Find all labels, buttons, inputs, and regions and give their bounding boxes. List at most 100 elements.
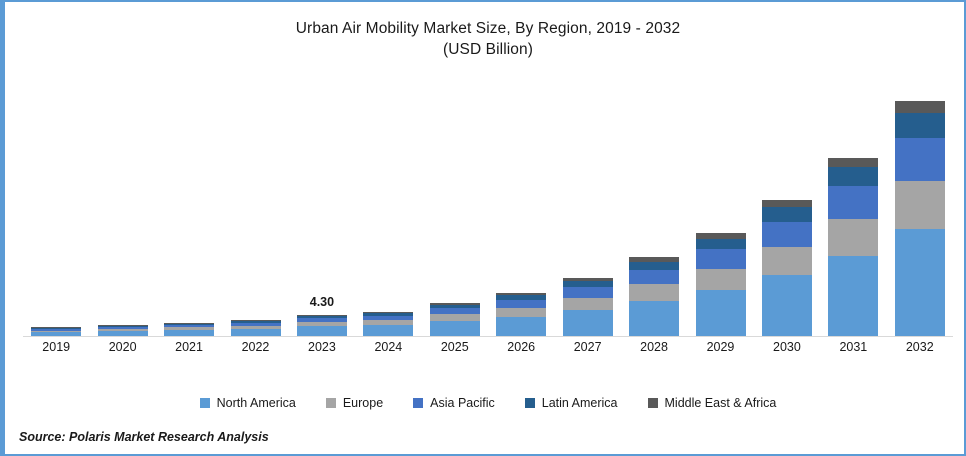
bar-segment-north-america[interactable] (230, 329, 281, 336)
stacked-bar[interactable] (164, 322, 215, 336)
bar-segment-asia-pacific[interactable] (761, 221, 812, 247)
bar-group[interactable] (31, 82, 82, 336)
bar-group[interactable] (629, 82, 680, 336)
bar-segment-latin-america[interactable] (429, 304, 480, 309)
bar-segment-north-america[interactable] (894, 229, 945, 336)
bar-segment-middle-east-africa[interactable] (828, 158, 879, 168)
bar-segment-asia-pacific[interactable] (31, 329, 82, 331)
bar-segment-north-america[interactable] (496, 316, 547, 336)
bar-segment-middle-east-africa[interactable] (164, 322, 215, 324)
bar-segment-latin-america[interactable] (761, 207, 812, 222)
bar-group[interactable] (562, 82, 613, 336)
bar-segment-asia-pacific[interactable] (629, 269, 680, 285)
bar-segment-middle-east-africa[interactable] (629, 257, 680, 262)
bar-segment-europe[interactable] (761, 246, 812, 276)
bar-segment-middle-east-africa[interactable] (496, 293, 547, 296)
bar-segment-latin-america[interactable] (296, 315, 347, 318)
bar-segment-europe[interactable] (31, 330, 82, 333)
bar-segment-asia-pacific[interactable] (230, 322, 281, 326)
stacked-bar[interactable] (496, 293, 547, 336)
legend-item-north-america[interactable]: North America (199, 396, 296, 410)
stacked-bar[interactable] (828, 158, 879, 336)
bar-segment-north-america[interactable] (363, 325, 414, 336)
bar-segment-north-america[interactable] (164, 330, 215, 336)
bar-segment-asia-pacific[interactable] (496, 299, 547, 308)
bar-segment-europe[interactable] (562, 297, 613, 310)
bar-segment-middle-east-africa[interactable] (562, 277, 613, 281)
bar-segment-middle-east-africa[interactable] (429, 303, 480, 305)
bar-segment-europe[interactable] (97, 328, 148, 332)
bar-segment-latin-america[interactable] (164, 323, 215, 325)
bar-segment-asia-pacific[interactable] (695, 249, 746, 269)
stacked-bar[interactable] (695, 233, 746, 336)
bar-group[interactable] (496, 82, 547, 336)
stacked-bar[interactable] (894, 101, 945, 336)
bar-segment-middle-east-africa[interactable] (230, 320, 281, 322)
bar-segment-latin-america[interactable] (695, 238, 746, 250)
bar-segment-asia-pacific[interactable] (894, 137, 945, 182)
stacked-bar[interactable] (97, 324, 148, 336)
bar-segment-latin-america[interactable] (562, 280, 613, 287)
legend-item-asia-pacific[interactable]: Asia Pacific (413, 396, 495, 410)
bar-segment-north-america[interactable] (761, 275, 812, 336)
bar-segment-europe[interactable] (496, 307, 547, 317)
bar-group[interactable] (230, 82, 281, 336)
bar-segment-middle-east-africa[interactable] (363, 312, 414, 314)
stacked-bar[interactable] (296, 314, 347, 336)
bar-segment-latin-america[interactable] (894, 113, 945, 138)
bar-segment-latin-america[interactable] (629, 261, 680, 270)
bar-segment-europe[interactable] (363, 320, 414, 326)
bar-segment-north-america[interactable] (296, 326, 347, 336)
bar-segment-north-america[interactable] (429, 321, 480, 336)
legend-item-europe[interactable]: Europe (325, 396, 383, 410)
bar-segment-middle-east-africa[interactable] (894, 101, 945, 114)
bar-segment-europe[interactable] (429, 314, 480, 322)
bar-segment-latin-america[interactable] (230, 321, 281, 323)
bar-segment-asia-pacific[interactable] (97, 326, 148, 329)
bar-segment-asia-pacific[interactable] (828, 185, 879, 219)
bar-group[interactable] (695, 82, 746, 336)
bar-segment-asia-pacific[interactable] (164, 324, 215, 328)
bar-group[interactable] (894, 82, 945, 336)
bar-segment-north-america[interactable] (97, 331, 148, 336)
bar-segment-europe[interactable] (296, 321, 347, 327)
bar-segment-europe[interactable] (629, 284, 680, 301)
bar-segment-middle-east-africa[interactable] (97, 324, 148, 326)
bar-segment-middle-east-africa[interactable] (296, 314, 347, 316)
bar-segment-europe[interactable] (164, 327, 215, 331)
bar-group[interactable] (761, 82, 812, 336)
legend-item-middle-east-africa[interactable]: Middle East & Africa (647, 396, 776, 410)
bar-segment-middle-east-africa[interactable] (761, 200, 812, 208)
bar-group[interactable]: 4.30 (296, 82, 347, 336)
bar-segment-north-america[interactable] (31, 332, 82, 336)
bar-segment-north-america[interactable] (629, 300, 680, 336)
stacked-bar[interactable] (629, 257, 680, 336)
bar-segment-latin-america[interactable] (31, 328, 82, 330)
bar-segment-latin-america[interactable] (97, 325, 148, 327)
stacked-bar[interactable] (31, 327, 82, 336)
bar-segment-europe[interactable] (894, 181, 945, 230)
bar-segment-middle-east-africa[interactable] (695, 233, 746, 239)
bar-group[interactable] (164, 82, 215, 336)
bar-segment-latin-america[interactable] (496, 295, 547, 300)
stacked-bar[interactable] (363, 312, 414, 336)
bar-segment-latin-america[interactable] (828, 167, 879, 186)
bar-group[interactable] (828, 82, 879, 336)
bar-segment-asia-pacific[interactable] (429, 308, 480, 315)
bar-group[interactable] (97, 82, 148, 336)
legend-item-latin-america[interactable]: Latin America (524, 396, 618, 410)
bar-group[interactable] (363, 82, 414, 336)
stacked-bar[interactable] (761, 200, 812, 336)
bar-segment-north-america[interactable] (695, 289, 746, 336)
bar-group[interactable] (429, 82, 480, 336)
bar-segment-asia-pacific[interactable] (296, 317, 347, 322)
bar-segment-north-america[interactable] (828, 255, 879, 336)
bar-segment-europe[interactable] (695, 268, 746, 290)
bar-segment-europe[interactable] (828, 219, 879, 256)
bar-segment-europe[interactable] (230, 325, 281, 330)
bar-segment-asia-pacific[interactable] (363, 315, 414, 321)
stacked-bar[interactable] (429, 303, 480, 336)
bar-segment-north-america[interactable] (562, 309, 613, 336)
stacked-bar[interactable] (562, 277, 613, 336)
stacked-bar[interactable] (230, 320, 281, 336)
